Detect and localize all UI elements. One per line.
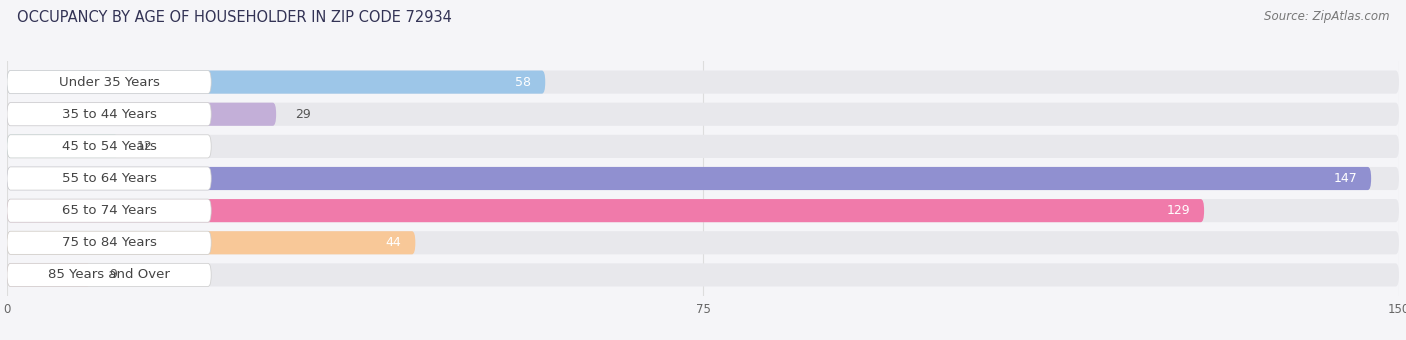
Text: 55 to 64 Years: 55 to 64 Years [62, 172, 156, 185]
Text: 147: 147 [1333, 172, 1357, 185]
FancyBboxPatch shape [7, 199, 1399, 222]
FancyBboxPatch shape [7, 264, 90, 287]
FancyBboxPatch shape [7, 70, 211, 94]
FancyBboxPatch shape [7, 103, 1399, 126]
FancyBboxPatch shape [7, 135, 118, 158]
FancyBboxPatch shape [7, 231, 415, 254]
FancyBboxPatch shape [7, 135, 211, 158]
FancyBboxPatch shape [7, 103, 276, 126]
FancyBboxPatch shape [7, 135, 1399, 158]
Text: 45 to 54 Years: 45 to 54 Years [62, 140, 156, 153]
Text: 85 Years and Over: 85 Years and Over [48, 268, 170, 282]
FancyBboxPatch shape [7, 167, 1371, 190]
Text: 29: 29 [295, 108, 311, 121]
Text: 65 to 74 Years: 65 to 74 Years [62, 204, 156, 217]
FancyBboxPatch shape [7, 167, 1399, 190]
Text: 129: 129 [1167, 204, 1191, 217]
Text: 58: 58 [516, 75, 531, 89]
Text: 9: 9 [110, 268, 117, 282]
FancyBboxPatch shape [7, 167, 211, 190]
Text: 44: 44 [385, 236, 402, 249]
FancyBboxPatch shape [7, 231, 1399, 254]
FancyBboxPatch shape [7, 231, 211, 254]
FancyBboxPatch shape [7, 264, 211, 287]
FancyBboxPatch shape [7, 199, 211, 222]
FancyBboxPatch shape [7, 264, 1399, 287]
FancyBboxPatch shape [7, 199, 1204, 222]
FancyBboxPatch shape [7, 103, 211, 126]
Text: Source: ZipAtlas.com: Source: ZipAtlas.com [1264, 10, 1389, 23]
FancyBboxPatch shape [7, 70, 1399, 94]
Text: 35 to 44 Years: 35 to 44 Years [62, 108, 156, 121]
Text: OCCUPANCY BY AGE OF HOUSEHOLDER IN ZIP CODE 72934: OCCUPANCY BY AGE OF HOUSEHOLDER IN ZIP C… [17, 10, 451, 25]
Text: 75 to 84 Years: 75 to 84 Years [62, 236, 156, 249]
Text: Under 35 Years: Under 35 Years [59, 75, 159, 89]
Text: 12: 12 [136, 140, 153, 153]
FancyBboxPatch shape [7, 70, 546, 94]
